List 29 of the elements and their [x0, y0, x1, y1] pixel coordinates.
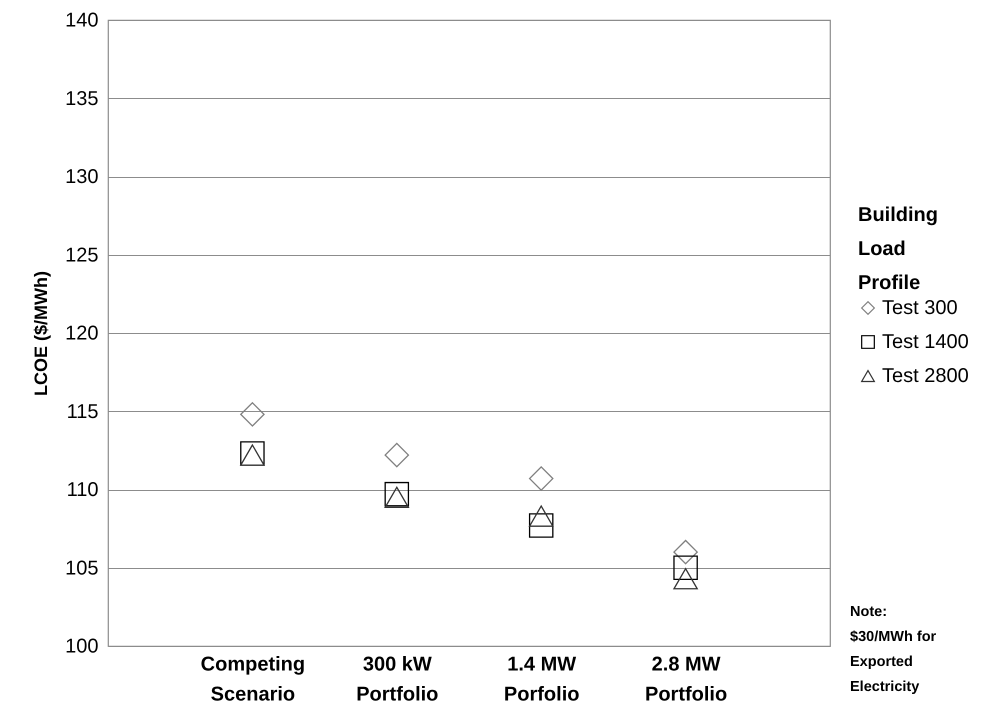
x-tick-label: Competing Scenario	[200, 654, 306, 706]
point	[528, 466, 554, 491]
text: Note: $30/MWh for Exported Electricity	[850, 603, 938, 697]
x-tick-label: 1.4 MW Porfolio	[504, 654, 580, 706]
point	[528, 505, 554, 527]
x-tick-label: 300 kW Portfolio	[356, 654, 438, 706]
y-tick-label: 130	[65, 166, 98, 188]
y-tick-label: 140	[65, 10, 98, 32]
point	[673, 555, 698, 580]
y-tick-label: 110	[66, 479, 98, 501]
y-tick-label: 125	[65, 244, 98, 266]
point	[673, 568, 698, 590]
point	[240, 402, 265, 427]
point	[384, 482, 410, 506]
y-tick-label: 100	[65, 636, 98, 658]
point	[528, 513, 554, 538]
y-tick-label: 105	[65, 557, 98, 580]
y-tick-label: 120	[65, 322, 98, 344]
y-tick-label: 135	[65, 88, 98, 110]
legend-label: Test 1400	[882, 331, 969, 353]
y-tick-label: 115	[66, 400, 98, 423]
point	[384, 442, 410, 468]
point	[673, 540, 698, 564]
point	[384, 486, 410, 508]
legend-label: Test 2800	[882, 365, 969, 387]
legend-title: Building Load Profile	[858, 204, 938, 294]
y-axis-title: LCOE ($/MWh)	[31, 271, 52, 396]
x-tick-label: 2.8 MW Portfolio	[644, 654, 728, 706]
legend-label: Test 300	[882, 297, 958, 319]
